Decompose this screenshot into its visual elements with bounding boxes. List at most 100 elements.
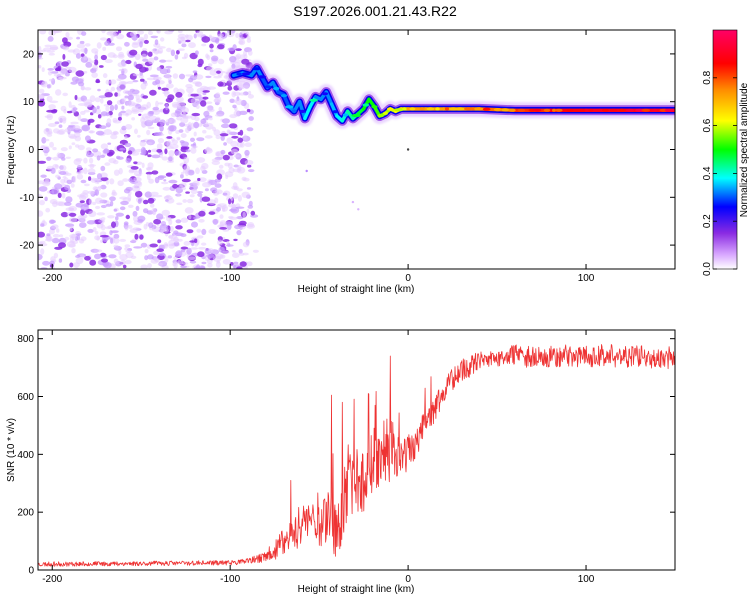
- noise-blob: [40, 145, 46, 152]
- noise-blob: [116, 33, 125, 40]
- noise-blob: [46, 156, 52, 161]
- noise-blob: [126, 81, 134, 84]
- noise-blob: [114, 104, 118, 111]
- noise-blob: [180, 171, 185, 175]
- noise-blob: [48, 123, 57, 127]
- noise-blob: [173, 256, 178, 260]
- noise-blob: [53, 73, 62, 77]
- noise-blob: [156, 143, 163, 150]
- noise-speckle: [38, 30, 259, 269]
- noise-blob: [166, 216, 172, 222]
- noise-blob: [217, 33, 224, 38]
- noise-blob: [93, 249, 103, 253]
- noise-blob: [248, 50, 253, 56]
- noise-blob: [196, 235, 204, 239]
- noise-blob: [142, 48, 148, 51]
- noise-blob: [56, 228, 60, 233]
- ridge-hotspot: [393, 108, 404, 112]
- noise-blob: [180, 145, 187, 150]
- noise-blob: [99, 234, 109, 238]
- noise-blob: [68, 101, 72, 108]
- noise-blob: [183, 165, 190, 172]
- noise-blob: [166, 136, 173, 139]
- noise-blob: [147, 51, 153, 57]
- noise-blob: [228, 123, 238, 129]
- noise-blob: [38, 231, 45, 238]
- noise-blob: [150, 35, 159, 39]
- noise-blob: [40, 174, 47, 178]
- noise-blob: [199, 196, 203, 203]
- noise-blob: [201, 162, 209, 170]
- noise-blob: [147, 263, 152, 269]
- noise-blob: [156, 213, 164, 220]
- noise-blob: [166, 197, 175, 204]
- colorbar-tick-label: 0.2: [702, 214, 713, 228]
- noise-blob: [159, 119, 166, 126]
- noise-blob: [50, 256, 56, 263]
- noise-blob: [180, 265, 188, 269]
- noise-blob: [58, 76, 63, 80]
- noise-blob: [62, 53, 66, 60]
- noise-blob: [160, 37, 165, 42]
- noise-blob: [98, 65, 104, 68]
- noise-blob: [94, 54, 98, 60]
- noise-blob: [58, 242, 66, 249]
- noise-blob: [105, 79, 111, 85]
- noise-blob: [180, 133, 187, 139]
- noise-blob: [208, 199, 217, 205]
- noise-blob: [190, 93, 199, 97]
- noise-blob: [156, 66, 162, 71]
- noise-blob: [213, 75, 222, 79]
- noise-blob: [235, 32, 240, 39]
- ridge-hotspot: [273, 86, 280, 91]
- noise-blob: [180, 141, 189, 147]
- noise-blob: [170, 112, 178, 118]
- noise-blob: [199, 266, 206, 269]
- noise-blob: [238, 92, 246, 96]
- noise-blob: [192, 70, 198, 74]
- noise-blob: [70, 183, 75, 188]
- ridge-hotspot: [448, 107, 458, 111]
- noise-blob: [201, 43, 207, 47]
- noise-blob: [149, 203, 155, 208]
- noise-blob: [149, 243, 158, 248]
- ridge-hotspot: [493, 108, 502, 112]
- noise-blob: [232, 252, 240, 258]
- noise-blob: [232, 193, 239, 199]
- ridge-hotspot: [426, 107, 435, 111]
- noise-blob: [138, 74, 144, 79]
- noise-blob: [100, 204, 107, 209]
- noise-blob: [112, 130, 118, 135]
- noise-blob: [243, 134, 247, 141]
- noise-blob: [241, 58, 250, 65]
- noise-blob: [59, 69, 67, 75]
- noise-blob: [157, 46, 166, 49]
- noise-blob: [130, 240, 137, 244]
- noise-blob: [75, 171, 84, 174]
- noise-blob: [140, 116, 146, 124]
- noise-blob: [101, 258, 108, 263]
- noise-blob: [79, 192, 89, 199]
- noise-blob: [208, 248, 214, 253]
- ridge-hotspot: [280, 94, 288, 98]
- y-tick-label: 800: [17, 334, 34, 345]
- noise-blob: [201, 242, 207, 246]
- noise-blob: [115, 216, 119, 221]
- noise-blob: [77, 114, 82, 121]
- noise-blob: [73, 175, 77, 183]
- y-tick-label: 0: [28, 566, 34, 577]
- noise-blob: [50, 71, 59, 74]
- noise-blob: [134, 233, 139, 240]
- y-tick-label: 20: [23, 49, 35, 60]
- noise-blob: [155, 100, 159, 108]
- noise-blob: [135, 94, 140, 100]
- noise-blob: [69, 135, 77, 139]
- noise-blob: [71, 248, 76, 254]
- noise-blob: [80, 110, 86, 115]
- spectrogram-y-ticks: -20 -10 0 10 20: [20, 49, 675, 252]
- noise-blob: [84, 43, 91, 47]
- noise-blob: [92, 201, 97, 206]
- noise-blob: [49, 100, 59, 104]
- noise-blob: [50, 219, 56, 224]
- noise-blob: [226, 241, 230, 245]
